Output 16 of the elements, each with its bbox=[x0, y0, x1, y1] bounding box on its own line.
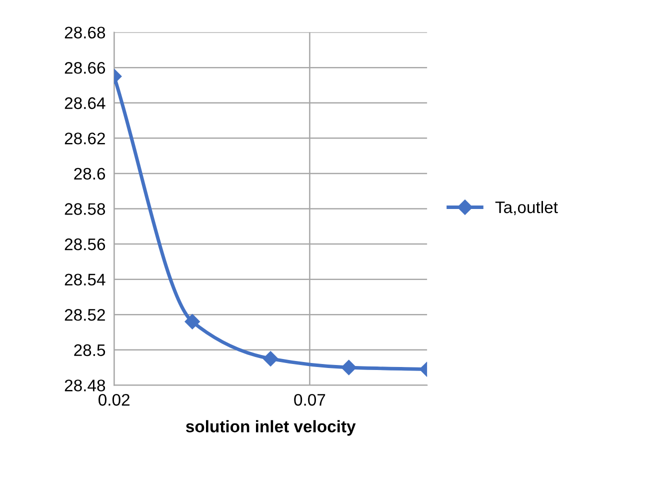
point bbox=[263, 351, 278, 366]
x-tick-label: 0.02 bbox=[98, 394, 130, 406]
y-tick-label: 28.62 bbox=[64, 132, 105, 144]
y-tick-label: 28.58 bbox=[64, 203, 106, 215]
y-tick-label: 28.52 bbox=[64, 309, 105, 321]
y-tick-label: 28.66 bbox=[64, 62, 106, 74]
x-tick-label: 0.07 bbox=[294, 394, 326, 406]
y-tick-label: 28.48 bbox=[64, 380, 106, 392]
y-tick-label: 28.6 bbox=[74, 168, 106, 180]
y-tick-label: 28.54 bbox=[64, 274, 106, 286]
x-axis-title: solution inlet velocity bbox=[186, 420, 356, 436]
y-tick-label: 28.64 bbox=[64, 97, 106, 110]
y-tick-label: 28.68 bbox=[64, 26, 106, 39]
legend-label: Ta,outlet bbox=[495, 200, 558, 216]
y-tick-label: 28.5 bbox=[74, 344, 106, 356]
y-tick-label: 28.56 bbox=[64, 238, 106, 250]
